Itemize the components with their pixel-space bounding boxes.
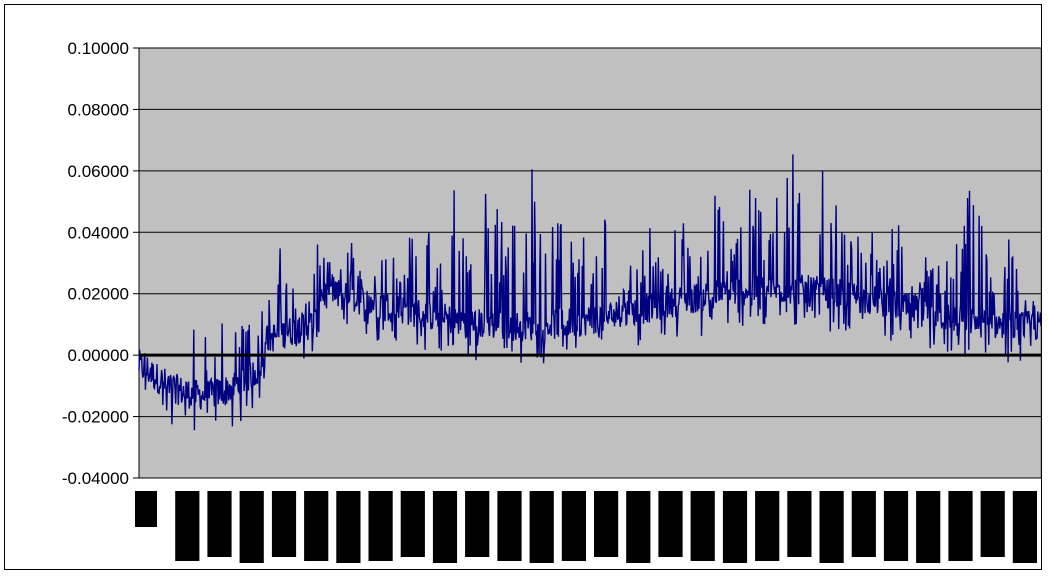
category-label-redaction xyxy=(594,491,619,557)
category-label-redaction xyxy=(561,491,586,561)
y-tick-label: 0.06000 xyxy=(68,162,129,181)
category-label-redaction xyxy=(400,491,425,557)
y-tick-label: 0.02000 xyxy=(68,285,129,304)
category-label-redaction xyxy=(851,491,876,557)
category-label-redaction xyxy=(690,491,715,561)
bottom-bars xyxy=(135,491,1037,563)
category-label-redaction xyxy=(239,491,264,563)
category-label-redaction xyxy=(497,491,522,561)
category-label-redaction xyxy=(175,491,200,561)
category-label-redaction xyxy=(755,491,780,561)
category-label-redaction xyxy=(304,491,329,561)
category-label-redaction xyxy=(336,491,361,563)
category-label-redaction xyxy=(916,491,941,563)
category-label-redaction xyxy=(787,491,812,557)
category-label-redaction xyxy=(207,491,232,557)
category-label-redaction xyxy=(1012,491,1037,563)
series-group xyxy=(138,154,1041,431)
category-label-redaction xyxy=(819,491,844,563)
category-label-redaction xyxy=(368,491,393,561)
plot-area xyxy=(138,47,1041,479)
y-tick-label: -0.04000 xyxy=(62,469,129,488)
y-axis: 0.10000 0.08000 0.06000 0.04000 0.02000 0.000… xyxy=(62,39,140,488)
category-label-redaction xyxy=(465,491,490,557)
category-label-redaction xyxy=(658,491,683,557)
y-tick-label: 0.10000 xyxy=(68,39,129,58)
y-tick-label: 0.08000 xyxy=(68,100,129,119)
category-label-redaction xyxy=(626,491,651,563)
category-label-redaction xyxy=(883,491,909,561)
y-tick-label: 0.00000 xyxy=(68,346,129,365)
category-label-redaction xyxy=(529,491,554,563)
category-label-redaction xyxy=(980,491,1005,557)
category-label-redaction xyxy=(271,491,297,557)
signal-series-line xyxy=(138,154,1041,431)
y-tick-label: -0.02000 xyxy=(62,408,129,427)
category-label-redaction xyxy=(432,491,458,563)
line-chart: 0.10000 0.08000 0.06000 0.04000 0.02000 0.000… xyxy=(62,39,1041,563)
category-label-redaction xyxy=(948,491,973,561)
category-label-redaction xyxy=(722,491,748,563)
category-label-redaction xyxy=(135,491,157,527)
chart-frame: 0.10000 0.08000 0.06000 0.04000 0.02000 0.000… xyxy=(4,4,1042,570)
y-tick-label: 0.04000 xyxy=(68,223,129,242)
